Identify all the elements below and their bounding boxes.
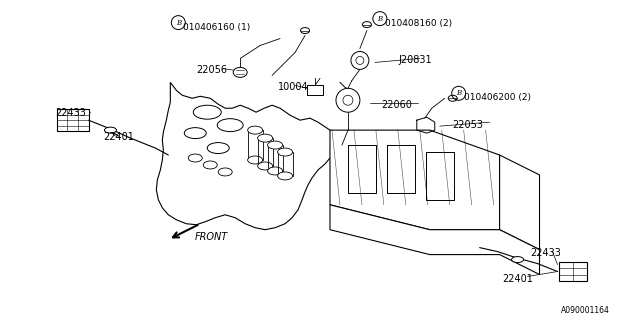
Text: 22433: 22433 — [56, 108, 86, 118]
Ellipse shape — [278, 172, 292, 180]
Polygon shape — [330, 130, 500, 230]
Ellipse shape — [278, 148, 292, 156]
Polygon shape — [330, 205, 540, 275]
Ellipse shape — [248, 126, 262, 134]
Ellipse shape — [248, 156, 262, 164]
Text: 22401: 22401 — [104, 132, 134, 142]
Polygon shape — [500, 155, 540, 250]
Circle shape — [351, 52, 369, 69]
Text: 010408160 (2): 010408160 (2) — [385, 19, 452, 28]
Text: J20831: J20831 — [399, 55, 433, 66]
FancyBboxPatch shape — [559, 261, 588, 282]
Text: B: B — [176, 19, 181, 27]
Polygon shape — [156, 82, 338, 230]
Ellipse shape — [258, 134, 273, 142]
Ellipse shape — [233, 68, 247, 77]
Ellipse shape — [448, 95, 457, 101]
Ellipse shape — [268, 141, 283, 149]
Ellipse shape — [104, 127, 116, 133]
Ellipse shape — [258, 162, 273, 170]
Ellipse shape — [184, 128, 206, 139]
Ellipse shape — [217, 119, 243, 132]
Text: B: B — [456, 89, 461, 97]
Circle shape — [336, 88, 360, 112]
Ellipse shape — [193, 105, 221, 119]
Circle shape — [343, 95, 353, 105]
Text: 22401: 22401 — [502, 274, 534, 284]
Text: A090001164: A090001164 — [561, 306, 609, 316]
FancyBboxPatch shape — [307, 85, 323, 95]
Ellipse shape — [207, 143, 229, 154]
Text: 010406200 (2): 010406200 (2) — [464, 93, 531, 102]
Text: 22060: 22060 — [381, 100, 412, 110]
FancyBboxPatch shape — [56, 109, 88, 131]
Text: FRONT: FRONT — [195, 232, 228, 242]
Ellipse shape — [188, 154, 202, 162]
Text: 22053: 22053 — [452, 120, 484, 130]
Text: 010406160 (1): 010406160 (1) — [183, 23, 250, 32]
Ellipse shape — [218, 168, 232, 176]
Ellipse shape — [268, 167, 283, 175]
Text: 22433: 22433 — [531, 248, 561, 258]
Ellipse shape — [204, 161, 217, 169]
Ellipse shape — [511, 257, 524, 262]
Ellipse shape — [362, 22, 371, 28]
Ellipse shape — [301, 28, 310, 34]
Text: 10004: 10004 — [278, 82, 308, 92]
Text: 22056: 22056 — [196, 65, 227, 76]
Circle shape — [356, 56, 364, 64]
Text: B: B — [378, 15, 383, 23]
